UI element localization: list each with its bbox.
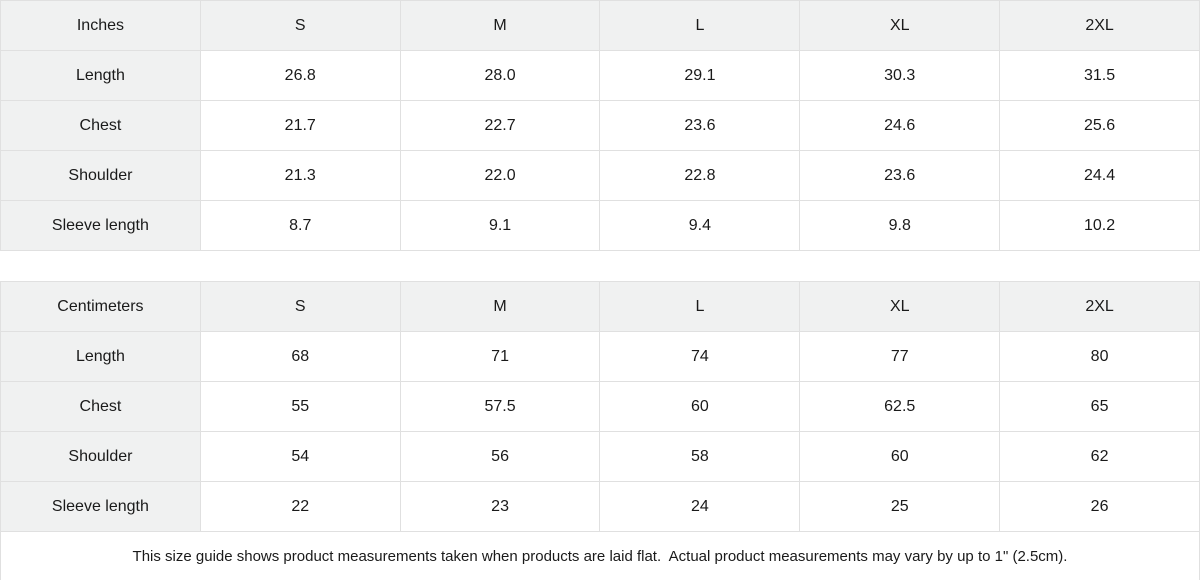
measurement-value: 23.6 bbox=[799, 150, 1001, 201]
measurement-value: 25.6 bbox=[999, 100, 1200, 151]
measurement-label: Shoulder bbox=[0, 150, 201, 201]
table-row: Chest 21.7 22.7 23.6 24.6 25.6 bbox=[0, 100, 1200, 151]
size-table-inches: Inches S M L XL 2XL Length 26.8 28.0 29.1 30.3 31.5… bbox=[0, 0, 1200, 251]
table-spacer bbox=[0, 251, 1200, 281]
measurement-label: Sleeve length bbox=[0, 481, 201, 532]
measurement-value: 57.5 bbox=[399, 381, 601, 432]
measurement-value: 62.5 bbox=[799, 381, 1001, 432]
measurement-value: 77 bbox=[799, 331, 1001, 382]
measurement-label: Chest bbox=[0, 100, 201, 151]
size-column-header-l: L bbox=[599, 281, 801, 332]
table-row: Length 68 71 74 77 80 bbox=[0, 331, 1200, 382]
table-row: Shoulder 54 56 58 60 62 bbox=[0, 431, 1200, 482]
size-table-centimeters: Centimeters S M L XL 2XL Length 68 71 74 77 80 Chest… bbox=[0, 281, 1200, 532]
measurement-value: 68 bbox=[199, 331, 401, 382]
size-column-header-xl: XL bbox=[799, 0, 1001, 51]
size-column-header-2xl: 2XL bbox=[999, 0, 1200, 51]
measurement-value: 28.0 bbox=[399, 50, 601, 101]
measurement-value: 22 bbox=[199, 481, 401, 532]
measurement-value: 8.7 bbox=[199, 200, 401, 251]
size-guide-note: This size guide shows product measuremen… bbox=[0, 532, 1200, 580]
table-row: Shoulder 21.3 22.0 22.8 23.6 24.4 bbox=[0, 150, 1200, 201]
table-row: Sleeve length 8.7 9.1 9.4 9.8 10.2 bbox=[0, 200, 1200, 251]
measurement-value: 9.4 bbox=[599, 200, 801, 251]
measurement-value: 71 bbox=[399, 331, 601, 382]
header-row: Centimeters S M L XL 2XL bbox=[0, 281, 1200, 332]
measurement-value: 56 bbox=[399, 431, 601, 482]
measurement-value: 21.3 bbox=[199, 150, 401, 201]
measurement-value: 60 bbox=[599, 381, 801, 432]
measurement-value: 22.0 bbox=[399, 150, 601, 201]
measurement-value: 9.1 bbox=[399, 200, 601, 251]
size-column-header-2xl: 2XL bbox=[999, 281, 1200, 332]
measurement-value: 22.8 bbox=[599, 150, 801, 201]
measurement-value: 62 bbox=[999, 431, 1200, 482]
measurement-value: 22.7 bbox=[399, 100, 601, 151]
measurement-value: 23 bbox=[399, 481, 601, 532]
measurement-label: Length bbox=[0, 50, 201, 101]
measurement-label: Shoulder bbox=[0, 431, 201, 482]
size-column-header-m: M bbox=[399, 0, 601, 51]
table-row: Sleeve length 22 23 24 25 26 bbox=[0, 481, 1200, 532]
measurement-value: 25 bbox=[799, 481, 1001, 532]
measurement-label: Chest bbox=[0, 381, 201, 432]
measurement-value: 9.8 bbox=[799, 200, 1001, 251]
measurement-label: Length bbox=[0, 331, 201, 382]
measurement-value: 24.6 bbox=[799, 100, 1001, 151]
measurement-value: 23.6 bbox=[599, 100, 801, 151]
measurement-value: 29.1 bbox=[599, 50, 801, 101]
size-column-header-l: L bbox=[599, 0, 801, 51]
measurement-value: 65 bbox=[999, 381, 1200, 432]
measurement-value: 21.7 bbox=[199, 100, 401, 151]
header-row: Inches S M L XL 2XL bbox=[0, 0, 1200, 51]
size-column-header-s: S bbox=[199, 281, 401, 332]
table-row: Length 26.8 28.0 29.1 30.3 31.5 bbox=[0, 50, 1200, 101]
measurement-value: 74 bbox=[599, 331, 801, 382]
table-row: Chest 55 57.5 60 62.5 65 bbox=[0, 381, 1200, 432]
measurement-value: 54 bbox=[199, 431, 401, 482]
measurement-value: 24.4 bbox=[999, 150, 1200, 201]
size-column-header-m: M bbox=[399, 281, 601, 332]
measurement-value: 60 bbox=[799, 431, 1001, 482]
unit-header-inches: Inches bbox=[0, 0, 201, 51]
measurement-value: 31.5 bbox=[999, 50, 1200, 101]
measurement-value: 80 bbox=[999, 331, 1200, 382]
measurement-value: 10.2 bbox=[999, 200, 1200, 251]
measurement-value: 30.3 bbox=[799, 50, 1001, 101]
measurement-value: 26 bbox=[999, 481, 1200, 532]
size-column-header-xl: XL bbox=[799, 281, 1001, 332]
measurement-value: 24 bbox=[599, 481, 801, 532]
measurement-label: Sleeve length bbox=[0, 200, 201, 251]
measurement-value: 55 bbox=[199, 381, 401, 432]
measurement-value: 58 bbox=[599, 431, 801, 482]
size-column-header-s: S bbox=[199, 0, 401, 51]
measurement-value: 26.8 bbox=[199, 50, 401, 101]
unit-header-centimeters: Centimeters bbox=[0, 281, 201, 332]
